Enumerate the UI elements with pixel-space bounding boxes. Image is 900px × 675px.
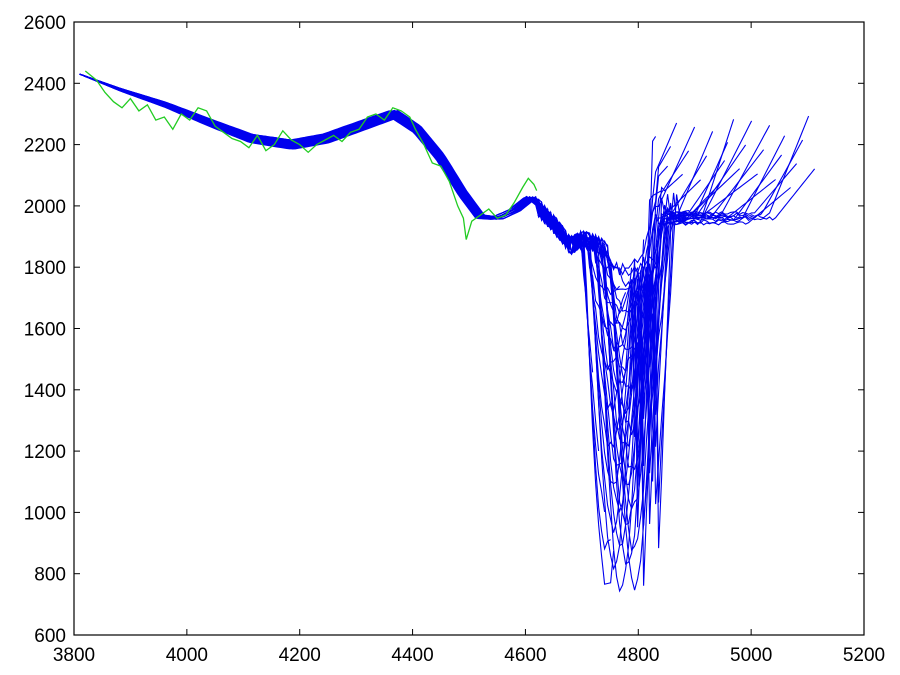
y-tick-label: 2000 (24, 197, 66, 218)
y-tick-label: 1800 (24, 258, 66, 279)
y-tick-label: 1000 (24, 503, 66, 524)
x-tick-label: 4400 (391, 645, 433, 666)
observed-series (84, 70, 538, 240)
observed-line (84, 70, 538, 240)
x-tick-label: 5200 (843, 645, 885, 666)
x-tick-label: 4800 (617, 645, 659, 666)
ensemble-member-line (79, 73, 786, 436)
y-tick-label: 800 (34, 565, 66, 586)
y-tick-label: 1400 (24, 381, 66, 402)
y-tick-label: 2400 (24, 74, 66, 95)
y-axis: 600 800 1000 1200 1400 1600 1800 2000 2200 2400 26… (24, 13, 864, 647)
ensemble-member-line (79, 73, 816, 298)
x-axis: 3800 4000 4200 4400 4600 4800 5000 5200 (53, 22, 885, 666)
x-tick-label: 5000 (730, 645, 772, 666)
x-tick-label: 4600 (504, 645, 546, 666)
y-tick-label: 600 (34, 626, 66, 647)
y-tick-label: 2200 (24, 136, 66, 157)
plot-area (79, 70, 816, 593)
y-tick-label: 2600 (24, 13, 66, 34)
x-tick-label: 4000 (166, 645, 208, 666)
y-tick-label: 1600 (24, 320, 66, 341)
x-tick-label: 3800 (53, 645, 95, 666)
y-tick-label: 1200 (24, 442, 66, 463)
ensemble-series (79, 73, 816, 593)
x-tick-label: 4200 (279, 645, 321, 666)
